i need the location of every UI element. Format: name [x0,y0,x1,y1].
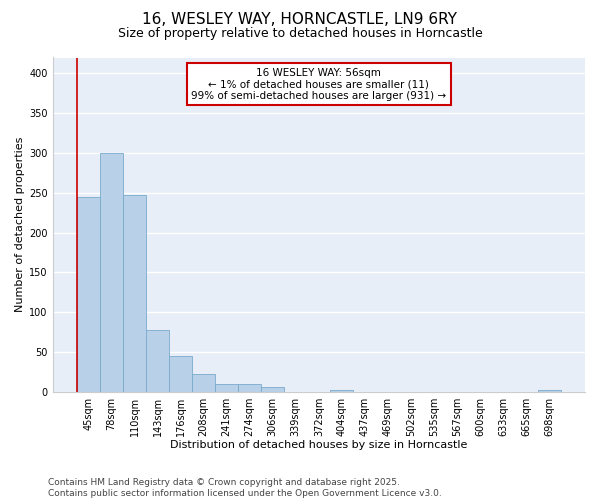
Text: Contains HM Land Registry data © Crown copyright and database right 2025.
Contai: Contains HM Land Registry data © Crown c… [48,478,442,498]
Bar [146,330,169,392]
Bar [77,196,100,392]
X-axis label: Distribution of detached houses by size in Horncastle: Distribution of detached houses by size … [170,440,467,450]
Bar [192,374,215,392]
Bar [238,384,261,392]
Text: Size of property relative to detached houses in Horncastle: Size of property relative to detached ho… [118,28,482,40]
Bar [123,195,146,392]
Bar [100,153,123,392]
Bar [215,384,238,392]
Bar [331,390,353,392]
Text: 16, WESLEY WAY, HORNCASTLE, LN9 6RY: 16, WESLEY WAY, HORNCASTLE, LN9 6RY [143,12,458,28]
Y-axis label: Number of detached properties: Number of detached properties [15,137,25,312]
Bar [261,387,284,392]
Bar [169,356,192,392]
Text: 16 WESLEY WAY: 56sqm
← 1% of detached houses are smaller (11)
99% of semi-detach: 16 WESLEY WAY: 56sqm ← 1% of detached ho… [191,68,446,100]
Bar [538,390,561,392]
